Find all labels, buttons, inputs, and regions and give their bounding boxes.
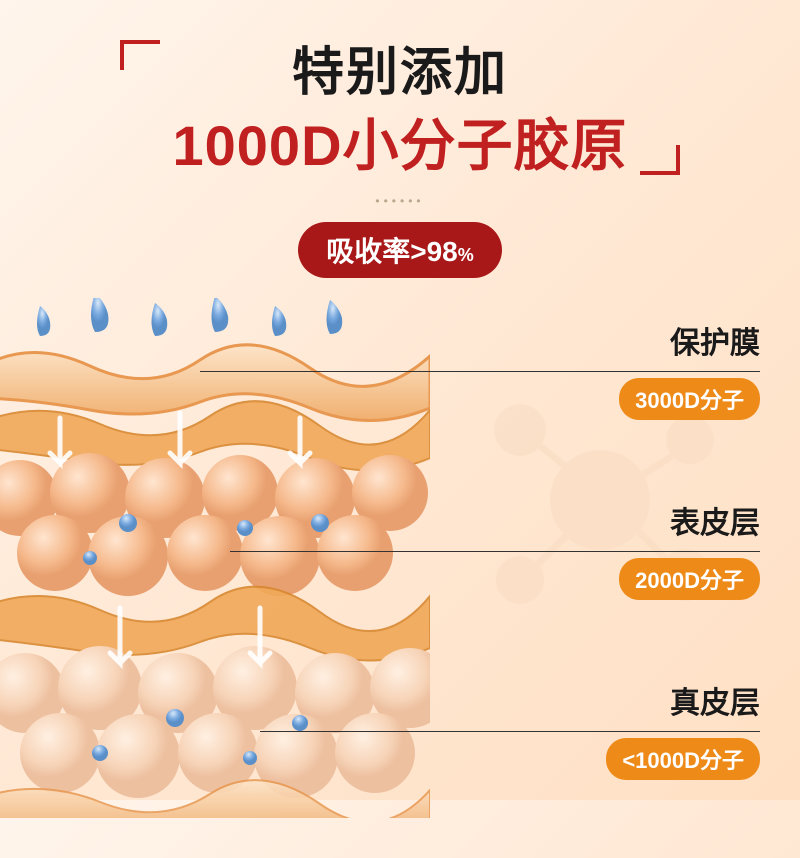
underline-1 xyxy=(230,551,760,553)
bracket-top-left xyxy=(120,40,160,70)
content-area: 保护膜 3000D分子 表皮层 2000D分子 真皮层 <1000D分子 xyxy=(0,298,800,818)
layer-name-2: 真皮层 xyxy=(430,678,760,728)
absorption-badge: 吸收率>98% xyxy=(298,222,502,278)
layer-labels: 保护膜 3000D分子 表皮层 2000D分子 真皮层 <1000D分子 xyxy=(430,318,760,858)
layer-name-0: 保护膜 xyxy=(430,318,760,368)
layer-pill-0: 3000D分子 xyxy=(619,378,760,420)
dermis-spheres xyxy=(0,646,430,798)
layer-name-1: 表皮层 xyxy=(430,498,760,548)
water-droplets xyxy=(37,298,342,336)
title-line2: 1000D小分子胶原 xyxy=(0,101,800,182)
layer-label-epidermis: 表皮层 2000D分子 xyxy=(430,498,760,600)
epidermis-spheres xyxy=(0,453,428,596)
underline-2 xyxy=(260,731,760,733)
badge-percent: % xyxy=(458,245,474,265)
skin-layers-diagram xyxy=(0,298,430,818)
underline-0 xyxy=(200,371,760,373)
bracket-bottom-right xyxy=(640,145,680,175)
layer-label-dermis: 真皮层 <1000D分子 xyxy=(430,678,760,780)
badge-text: 吸收率>98 xyxy=(326,236,458,267)
layer-pill-1: 2000D分子 xyxy=(619,558,760,600)
decorative-dots: •••••• xyxy=(0,194,800,208)
title-area: 特别添加 1000D小分子胶原 •••••• 吸收率>98% xyxy=(0,0,800,278)
layer-pill-2: <1000D分子 xyxy=(606,738,760,780)
layer-label-membrane: 保护膜 3000D分子 xyxy=(430,318,760,420)
